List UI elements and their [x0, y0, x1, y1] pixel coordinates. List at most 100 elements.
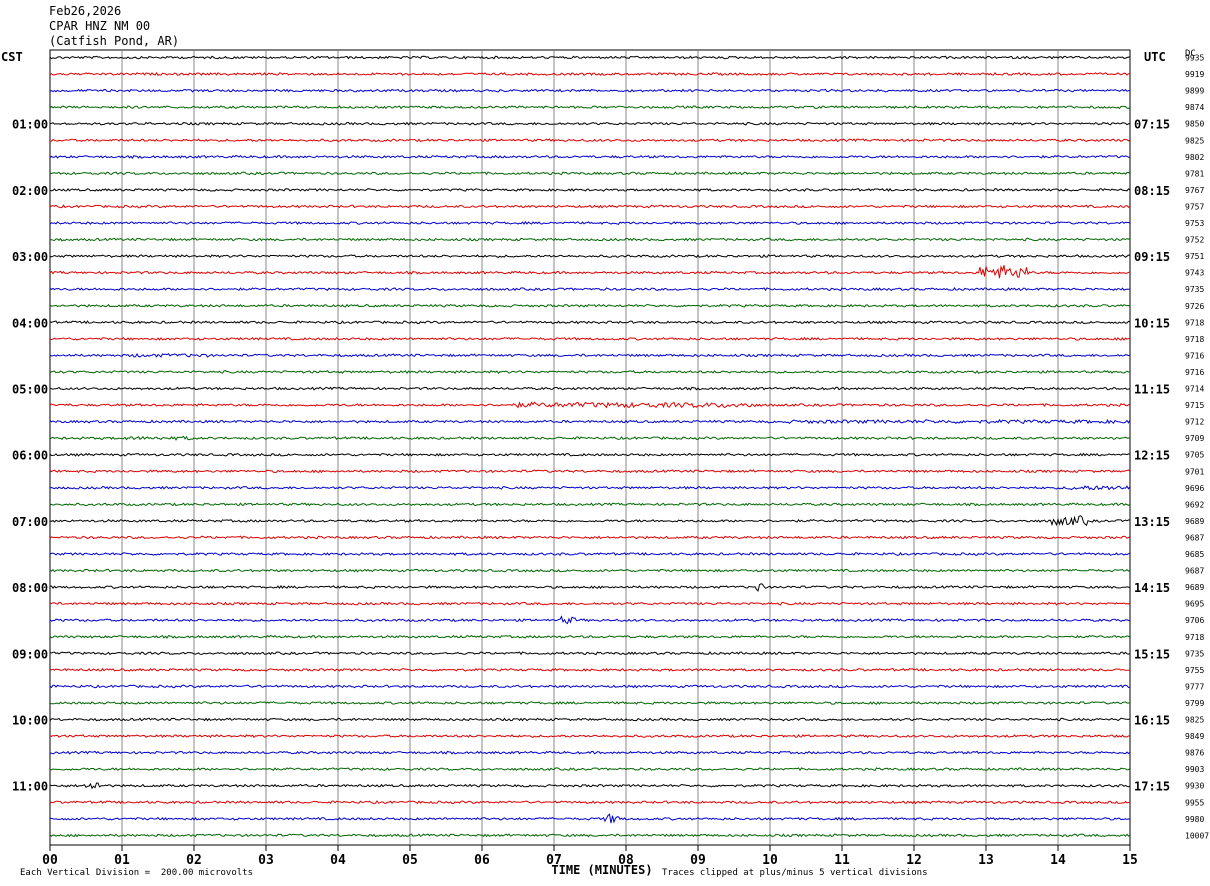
- trace-row: [49, 353, 1131, 358]
- x-tick-label: 12: [906, 853, 922, 868]
- right-hour-label: 12:15: [1134, 449, 1170, 463]
- left-hour-label: 01:00: [12, 118, 48, 132]
- trace-row: [49, 551, 1131, 556]
- trace-row: [49, 418, 1131, 425]
- x-tick-label: 09: [690, 853, 706, 868]
- trace-row: [49, 700, 1131, 705]
- trace-row: [49, 452, 1131, 457]
- dc-offset-label: 9930: [1185, 782, 1204, 791]
- trace-row: [49, 833, 1131, 838]
- dc-offset-label: 9718: [1185, 633, 1204, 642]
- dc-offset-label: 9718: [1185, 335, 1204, 344]
- left-hour-label: 05:00: [12, 383, 48, 397]
- right-hour-label: 08:15: [1134, 184, 1170, 198]
- trace-row: [49, 401, 1131, 409]
- dc-offset-label: 9712: [1185, 418, 1204, 427]
- left-hour-label: 04:00: [12, 316, 48, 330]
- dc-offset-label: 9726: [1185, 302, 1204, 311]
- x-tick-label: 00: [42, 853, 58, 868]
- trace-row: [49, 767, 1131, 772]
- dc-offset-label: 9874: [1185, 103, 1204, 112]
- dc-offset-label: 9850: [1185, 120, 1204, 129]
- trace-row: [49, 782, 1131, 790]
- trace-row: [49, 171, 1131, 176]
- trace-row: [49, 369, 1131, 375]
- dc-offset-label: 9752: [1185, 236, 1204, 245]
- dc-offset-label: 9695: [1185, 600, 1204, 609]
- right-hour-label: 13:15: [1134, 515, 1170, 529]
- dc-offset-label: 9751: [1185, 252, 1204, 261]
- dc-offset-label: 9955: [1185, 798, 1204, 807]
- left-timezone-label: CST: [1, 50, 23, 64]
- trace-row: [49, 154, 1131, 159]
- x-tick-label: 06: [474, 853, 490, 868]
- dc-offset-label: 9903: [1185, 765, 1204, 774]
- trace-row: [49, 138, 1131, 143]
- trace-row: [49, 105, 1131, 110]
- dc-offset-label: 9715: [1185, 401, 1204, 410]
- clip-note: Traces clipped at plus/minus 5 vertical …: [662, 868, 928, 878]
- trace-row: [49, 813, 1131, 824]
- x-tick-label: 11: [834, 853, 850, 868]
- x-axis-label: TIME (MINUTES): [551, 863, 653, 877]
- x-tick-label: 03: [258, 853, 274, 868]
- dc-offset-label: 9735: [1185, 649, 1204, 658]
- x-tick-label: 10: [762, 853, 778, 868]
- trace-row: [49, 615, 1131, 625]
- trace-row: [49, 485, 1131, 491]
- dc-column-label: DC: [1185, 49, 1196, 59]
- left-hour-label: 08:00: [12, 581, 48, 595]
- right-hour-label: 14:15: [1134, 581, 1170, 595]
- right-hour-label: 17:15: [1134, 780, 1170, 794]
- right-hour-label: 10:15: [1134, 316, 1170, 330]
- scale-note: Each Vertical Division = 200.00 microvol…: [20, 868, 253, 878]
- trace-row: [49, 568, 1131, 573]
- trace-row: [49, 71, 1131, 76]
- trace-row: [49, 55, 1131, 60]
- dc-offset-label: 9753: [1185, 219, 1204, 228]
- x-tick-label: 02: [186, 853, 202, 868]
- dc-offset-label: 9714: [1185, 385, 1204, 394]
- trace-row: [49, 121, 1131, 126]
- right-timezone-label: UTC: [1144, 50, 1166, 64]
- dc-offset-label: 9718: [1185, 318, 1204, 327]
- dc-offset-label: 9825: [1185, 136, 1204, 145]
- trace-row: [49, 264, 1131, 279]
- dc-offset-label: 9716: [1185, 351, 1204, 360]
- left-hour-label: 07:00: [12, 515, 48, 529]
- left-hour-label: 10:00: [12, 714, 48, 728]
- dc-offset-label: 9876: [1185, 749, 1204, 758]
- trace-row: [49, 336, 1130, 341]
- dc-offset-label: 9685: [1185, 550, 1204, 559]
- dc-offset-label: 9743: [1185, 269, 1204, 278]
- x-tick-label: 14: [1050, 853, 1066, 868]
- trace-row: [49, 469, 1131, 474]
- left-hour-label: 09:00: [12, 647, 48, 661]
- trace-row: [49, 667, 1131, 672]
- dc-offset-label: 9755: [1185, 666, 1204, 675]
- trace-row: [49, 502, 1131, 507]
- trace-row: [49, 583, 1131, 592]
- trace-row: [49, 535, 1131, 540]
- dc-offset-label: 9781: [1185, 169, 1204, 178]
- dc-offset-label: 9767: [1185, 186, 1204, 195]
- dc-offset-label: 9757: [1185, 202, 1204, 211]
- dc-offset-label: 9980: [1185, 815, 1204, 824]
- dc-offset-label: 9802: [1185, 153, 1204, 162]
- trace-row: [49, 287, 1131, 292]
- trace-row: [49, 220, 1131, 226]
- trace-row: [49, 204, 1131, 209]
- trace-row: [49, 717, 1131, 722]
- dc-offset-label: 9716: [1185, 368, 1204, 377]
- x-tick-label: 01: [114, 853, 130, 868]
- trace-row: [49, 435, 1131, 441]
- dc-offset-label: 9689: [1185, 517, 1204, 526]
- dc-offset-label: 9692: [1185, 500, 1204, 509]
- trace-row: [49, 734, 1131, 739]
- dc-offset-label: 9701: [1185, 467, 1204, 476]
- dc-offset-label: 9687: [1185, 567, 1204, 576]
- trace-row: [49, 320, 1131, 325]
- x-tick-label: 13: [978, 853, 994, 868]
- trace-row: [49, 303, 1131, 308]
- trace-row: [49, 254, 1131, 259]
